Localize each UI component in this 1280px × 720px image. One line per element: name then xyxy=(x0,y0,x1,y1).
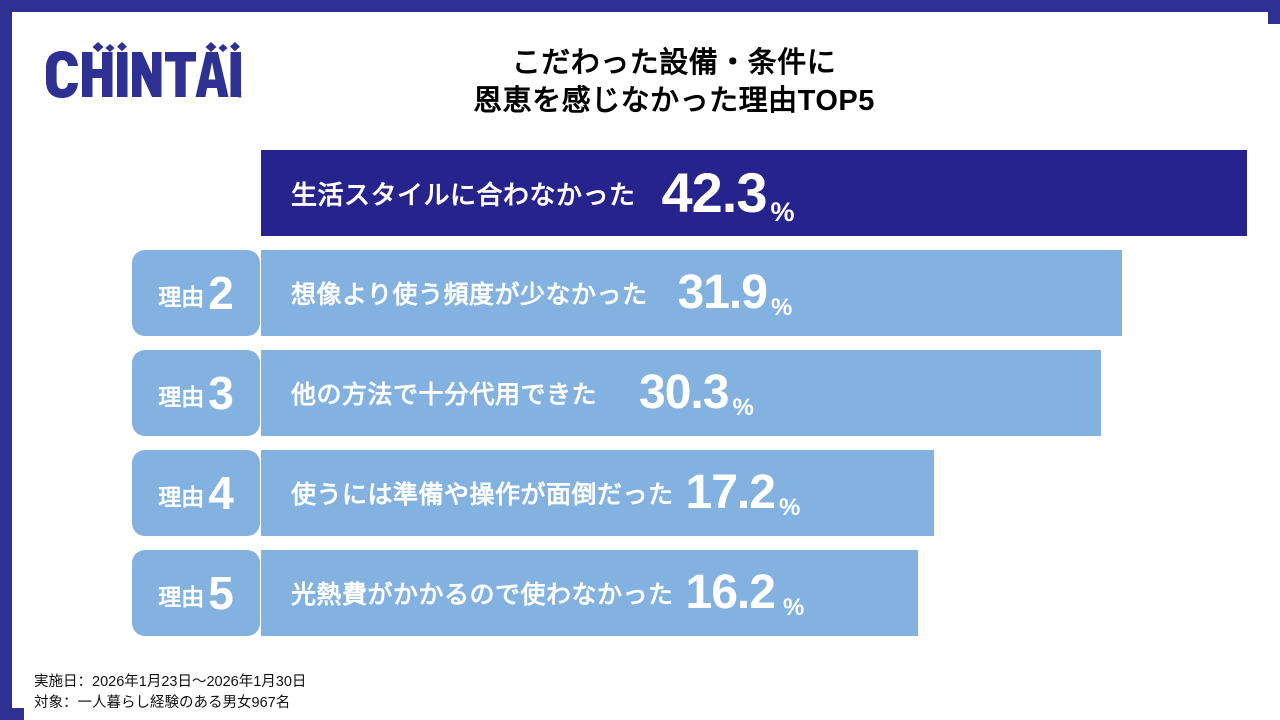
rank-value-wrap-1: 42.3% xyxy=(662,165,796,226)
rank-badge-label-5: 理由 xyxy=(158,583,205,610)
rank-value-wrap-5: 16.2% xyxy=(685,566,805,620)
rank-value-wrap-3: 30.3% xyxy=(639,366,754,420)
page-title: こだわった設備・条件に 恩恵を感じなかった理由TOP5 xyxy=(324,44,1024,120)
rank-unit-4: % xyxy=(778,494,801,521)
rank-value-4: 17.2 xyxy=(685,466,776,519)
ranking-row-4: 理由 4 使うには準備や操作が面倒だった 17.2% xyxy=(24,450,1280,536)
ranking-row-3: 理由 3 他の方法で十分代用できた 30.3% xyxy=(24,350,1280,436)
ranking-row-1: 理由 1 生活スタイルに合わなかった 42.3% xyxy=(24,150,1280,236)
poster-canvas: ® こだわった設備・条件に 恩恵を感じなかった理由TOP5 理由 1 生活スタイ… xyxy=(24,24,1280,720)
rank-badge-label-4: 理由 xyxy=(158,483,205,510)
rank-bar-1: 生活スタイルに合わなかった 42.3% xyxy=(261,150,1247,236)
ranking-row-5: 理由 5 光熱費がかかるので使わなかった 16.2% xyxy=(24,550,1280,636)
rank-badge-number-1: 1 xyxy=(208,167,234,219)
rank-label-5: 光熱費がかかるので使わなかった xyxy=(291,581,674,609)
chintai-logo-icon: ® xyxy=(46,42,242,100)
rank-badge-number-4: 4 xyxy=(208,467,234,519)
rank-unit-2: % xyxy=(770,294,793,321)
title-line-1: こだわった設備・条件に xyxy=(511,47,837,79)
rank-value-2: 31.9 xyxy=(677,266,768,319)
rank-unit-3: % xyxy=(732,394,755,421)
rank-bar-3: 他の方法で十分代用できた 30.3% xyxy=(261,350,1101,436)
rank-badge-number-3: 3 xyxy=(208,367,234,419)
chintai-logo: ® xyxy=(42,42,242,104)
rank-label-1: 生活スタイルに合わなかった xyxy=(291,179,636,210)
rank-badge-4: 理由 4 xyxy=(132,450,260,536)
rank-value-wrap-2: 31.9% xyxy=(677,266,793,320)
rank-label-2: 想像より使う頻度が少なかった xyxy=(291,281,648,309)
rank-badge-number-5: 5 xyxy=(208,567,234,619)
ranking-row-2: 理由 2 想像より使う頻度が少なかった 31.9% xyxy=(24,250,1280,336)
rank-bar-5: 光熱費がかかるので使わなかった 16.2% xyxy=(261,550,918,636)
rank-badge-label-3: 理由 xyxy=(158,383,205,410)
rank-badge-3: 理由 3 xyxy=(132,350,260,436)
title-line-2: 恩恵を感じなかった理由TOP5 xyxy=(473,85,875,117)
logo-trademark: ® xyxy=(237,91,242,100)
survey-footnote: 実施日：2026年1月23日〜2026年1月30日 対象：一人暮らし経験のある男… xyxy=(34,672,306,714)
rank-badge-5: 理由 5 xyxy=(132,550,260,636)
rank-unit-1: % xyxy=(770,197,796,227)
rank-value-3: 30.3 xyxy=(639,366,729,419)
rank-bar-2: 想像より使う頻度が少なかった 31.9% xyxy=(261,250,1122,336)
rank-badge-1: 理由 1 xyxy=(132,150,260,236)
rank-badge-label-1: 理由 xyxy=(158,183,205,210)
rank-value-wrap-4: 17.2% xyxy=(685,466,801,520)
survey-period: 実施日：2026年1月23日〜2026年1月30日 xyxy=(34,674,307,690)
survey-target: 対象：一人暮らし経験のある男女967名 xyxy=(34,695,291,711)
rank-unit-5: % xyxy=(782,594,805,621)
rank-badge-number-2: 2 xyxy=(208,267,234,319)
rank-label-4: 使うには準備や操作が面倒だった xyxy=(291,481,674,509)
ranking-list: 理由 1 生活スタイルに合わなかった 42.3% 理由 2 想像より使う頻度が少… xyxy=(24,150,1280,660)
rank-bar-4: 使うには準備や操作が面倒だった 17.2% xyxy=(261,450,934,536)
rank-badge-label-2: 理由 xyxy=(158,283,205,310)
rank-value-5: 16.2 xyxy=(685,566,776,619)
rank-badge-2: 理由 2 xyxy=(132,250,260,336)
rank-value-1: 42.3 xyxy=(661,161,768,224)
rank-label-3: 他の方法で十分代用できた xyxy=(291,381,598,409)
